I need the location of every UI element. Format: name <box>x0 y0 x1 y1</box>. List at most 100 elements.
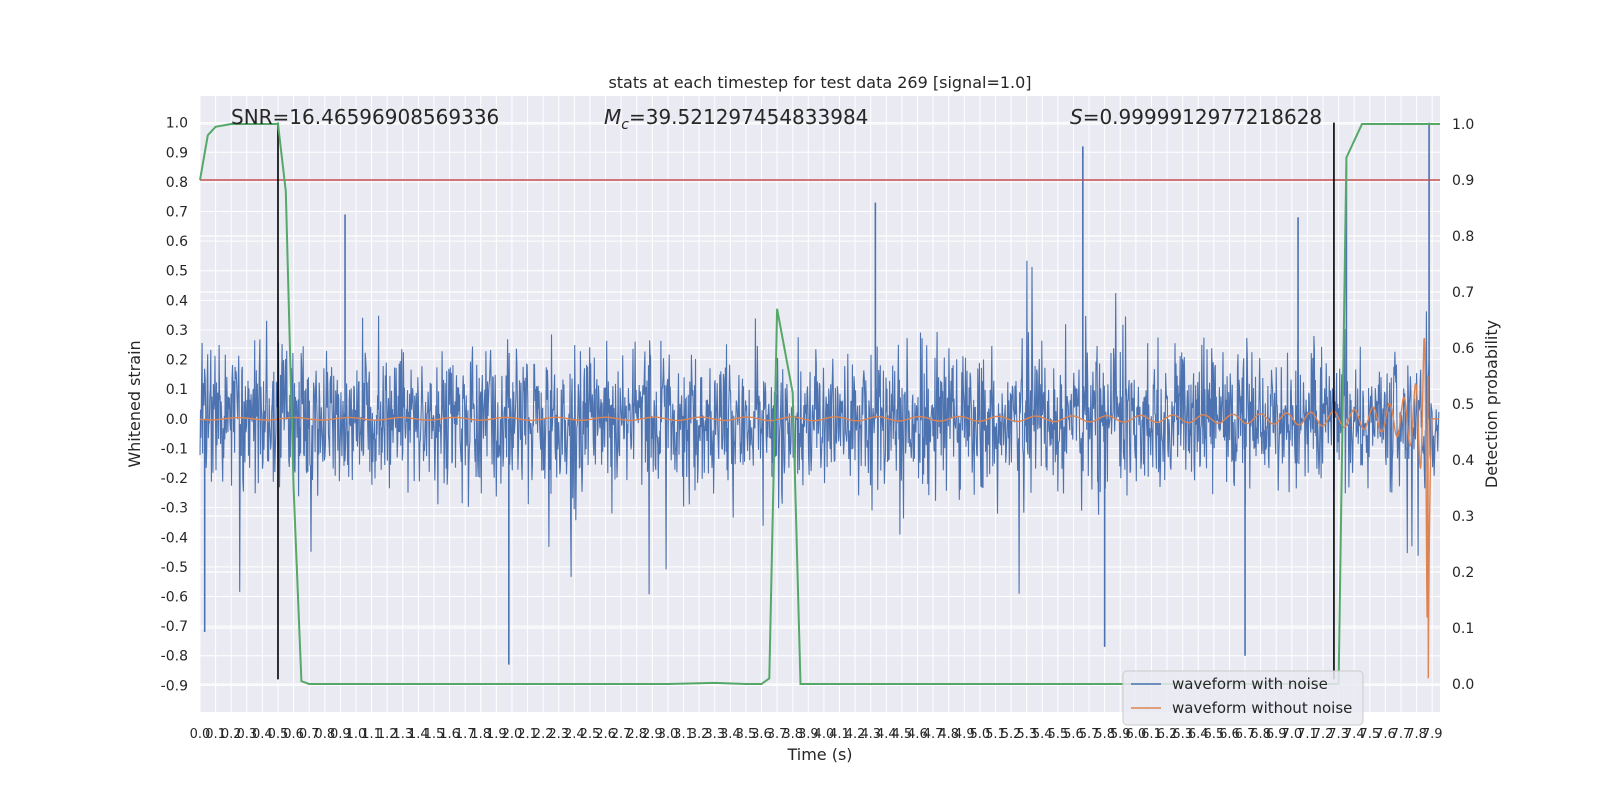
x-tick-label: 1.1 <box>361 727 382 742</box>
x-tick-label: 1.6 <box>439 727 460 742</box>
y-tick-label: -0.7 <box>161 619 188 635</box>
y-tick-label: -0.2 <box>161 471 188 487</box>
x-tick-label: 1.2 <box>377 727 398 742</box>
x-tick-label: 3.4 <box>720 727 741 742</box>
x-tick-label: 7.1 <box>1297 727 1318 742</box>
x-tick-label: 7.9 <box>1422 727 1443 742</box>
x-tick-label: 4.4 <box>876 727 897 742</box>
x-tick-label: 3.3 <box>704 727 725 742</box>
x-tick-label: 0.0 <box>190 727 211 742</box>
y-tick-label: -0.3 <box>161 501 188 517</box>
x-tick-label: 4.8 <box>938 727 959 742</box>
x-tick-label: 3.6 <box>751 727 772 742</box>
x-tick-label: 7.7 <box>1391 727 1412 742</box>
x-tick-label: 2.4 <box>564 727 585 742</box>
x-tick-label: 3.1 <box>673 727 694 742</box>
score-annotation: S=0.9999912977218628 <box>1070 105 1322 129</box>
x-tick-label: 3.8 <box>782 727 803 742</box>
y-tick-label: -0.6 <box>161 590 188 606</box>
chirp-mass-subscript: c <box>621 117 629 133</box>
x-tick-label: 5.6 <box>1063 727 1084 742</box>
x-tick-label: 5.4 <box>1032 727 1053 742</box>
x-tick-label: 0.5 <box>268 727 289 742</box>
x-tick-label: 3.0 <box>658 727 679 742</box>
x-tick-label: 5.2 <box>1001 727 1022 742</box>
y2-tick-label: 1.0 <box>1452 117 1474 133</box>
x-tick-label: 2.2 <box>533 727 554 742</box>
x-tick-label: 5.3 <box>1016 727 1037 742</box>
y-tick-label: -0.1 <box>161 441 188 457</box>
legend-box <box>1122 670 1364 726</box>
x-tick-label: 0.6 <box>283 727 304 742</box>
y-tick-label: 0.0 <box>166 412 188 428</box>
legend-label-noisy: waveform with noise <box>1172 675 1328 693</box>
y2-tick-label: 0.0 <box>1452 677 1474 693</box>
chart-title: stats at each timestep for test data 269… <box>608 73 1031 92</box>
x-tick-label: 1.4 <box>408 727 429 742</box>
x-tick-label: 7.8 <box>1406 727 1427 742</box>
x-tick-label: 7.0 <box>1281 727 1302 742</box>
x-tick-label: 6.7 <box>1235 727 1256 742</box>
x-tick-label: 1.3 <box>392 727 413 742</box>
x-tick-label: 4.0 <box>814 727 835 742</box>
x-tick-label: 3.9 <box>798 727 819 742</box>
x-tick-label: 6.6 <box>1219 727 1240 742</box>
x-tick-label: 6.5 <box>1203 727 1224 742</box>
y-tick-label: -0.8 <box>161 649 188 665</box>
x-tick-label: 1.9 <box>486 727 507 742</box>
series-noisy-waveform <box>199 260 1440 595</box>
y-tick-label: 0.3 <box>166 323 188 339</box>
x-tick-label: 1.0 <box>346 727 367 742</box>
x-tick-label: 4.5 <box>892 727 913 742</box>
x-tick-label: 5.9 <box>1110 727 1131 742</box>
y-tick-label: 0.6 <box>166 234 188 250</box>
y-tick-label: 0.2 <box>166 353 188 369</box>
x-tick-label: 6.1 <box>1141 727 1162 742</box>
x-tick-label: 6.3 <box>1172 727 1193 742</box>
y2-tick-label: 0.5 <box>1452 397 1474 413</box>
y2-tick-label: 0.6 <box>1452 341 1474 357</box>
x-tick-label: 7.5 <box>1359 727 1380 742</box>
x-tick-label: 6.0 <box>1126 727 1147 742</box>
y2-tick-label: 0.3 <box>1452 509 1474 525</box>
x-axis-label: Time (s) <box>786 745 852 764</box>
x-tick-label: 0.1 <box>205 727 226 742</box>
x-tick-label: 6.4 <box>1188 727 1209 742</box>
y-tick-label: 0.1 <box>166 382 188 398</box>
y-tick-label: 0.8 <box>166 175 188 191</box>
x-tick-label: 5.5 <box>1048 727 1069 742</box>
y-tick-labels: 1.0 0.9 0.8 0.7 0.6 0.5 0.4 0.3 0.2 0.1 0.0 -0.1 -0.… <box>161 116 188 695</box>
snr-annotation: SNR=16.46596908569336 <box>231 105 499 129</box>
x-tick-label: 0.3 <box>236 727 257 742</box>
x-tick-label: 4.1 <box>829 727 850 742</box>
y-tick-label: 1.0 <box>166 116 188 132</box>
score-value: =0.9999912977218628 <box>1083 105 1322 129</box>
series-clean-waveform <box>200 337 1439 679</box>
score-symbol: S <box>1070 105 1083 129</box>
x-tick-label: 6.8 <box>1250 727 1271 742</box>
x-tick-label: 3.7 <box>767 727 788 742</box>
chirp-mass-annotation: Mc=39.521297454833984 <box>604 105 868 133</box>
x-tick-label: 2.1 <box>517 727 538 742</box>
x-tick-label: 2.3 <box>548 727 569 742</box>
x-tick-label: 5.7 <box>1079 727 1100 742</box>
x-tick-label: 7.4 <box>1344 727 1365 742</box>
x-tick-label: 4.3 <box>860 727 881 742</box>
y2-tick-label: 0.9 <box>1452 173 1474 189</box>
legend: waveform with noise waveform without noi… <box>1122 670 1364 726</box>
x-tick-label: 4.2 <box>845 727 866 742</box>
x-tick-label: 0.4 <box>252 727 273 742</box>
y-axis-label: Whitened strain <box>125 340 144 467</box>
chirp-mass-value: =39.521297454833984 <box>629 105 868 129</box>
x-tick-label: 0.9 <box>330 727 351 742</box>
y-tick-label: 0.7 <box>166 205 188 221</box>
x-tick-label: 7.6 <box>1375 727 1396 742</box>
y-tick-label: 0.9 <box>166 145 188 161</box>
y-tick-label: -0.9 <box>161 678 188 694</box>
x-tick-label: 0.8 <box>314 727 335 742</box>
x-tick-label: 6.9 <box>1266 727 1287 742</box>
y-tick-label: -0.5 <box>161 560 188 576</box>
x-tick-label: 2.9 <box>642 727 663 742</box>
x-tick-label: 1.7 <box>455 727 476 742</box>
x-tick-label: 4.7 <box>923 727 944 742</box>
